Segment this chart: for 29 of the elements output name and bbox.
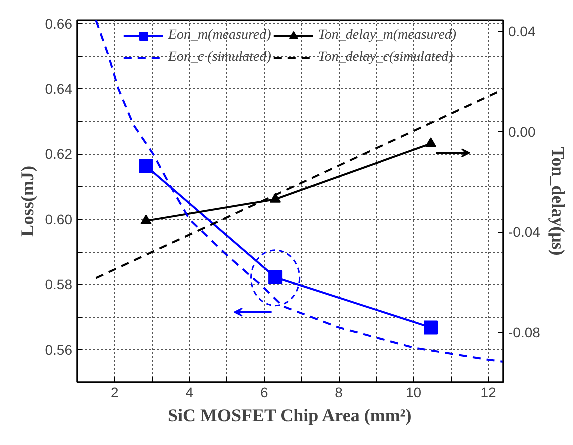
legend-label: Ton_delay_c(simulated) [318, 50, 454, 66]
legend-label: Ton_delay_m(measured) [318, 28, 457, 44]
y-tick-label: 0.62 [45, 146, 73, 162]
y2-tick-label: 0.04 [508, 24, 536, 40]
point [140, 214, 152, 224]
legend-label: Eon_c (simulated) [168, 50, 272, 66]
x-axis-title: SiC MOSFET Chip Area (mm²) [168, 406, 412, 426]
y-tick-label: 0.60 [45, 211, 73, 228]
point [426, 138, 437, 148]
x-tick-label: 12 [480, 384, 497, 400]
y-tick-label: 0.56 [45, 342, 73, 358]
x-tick-label: 10 [406, 384, 422, 400]
y2-axis-title: Ton_delay(μs) [548, 147, 568, 256]
point [424, 320, 438, 335]
x-tick-label: 8 [335, 384, 344, 400]
line-series [95, 20, 504, 363]
legend-label: Eon_m(measured) [168, 28, 272, 44]
x-tick-label: 6 [260, 384, 268, 400]
y-tick-label: 0.58 [45, 276, 73, 293]
point [139, 159, 154, 174]
x-tick-label: 2 [110, 384, 119, 400]
y-tick-label: 0.66 [45, 16, 73, 32]
y-tick-label: 0.64 [45, 80, 73, 97]
x-tick-label: 4 [186, 384, 194, 400]
y2-tick-label: 0.00 [508, 124, 536, 140]
y2-tick-label: -0.04 [508, 224, 541, 240]
point [270, 193, 282, 203]
y2-tick-label: -0.08 [508, 324, 541, 340]
y-axis-title: Loss(mJ) [17, 166, 38, 237]
